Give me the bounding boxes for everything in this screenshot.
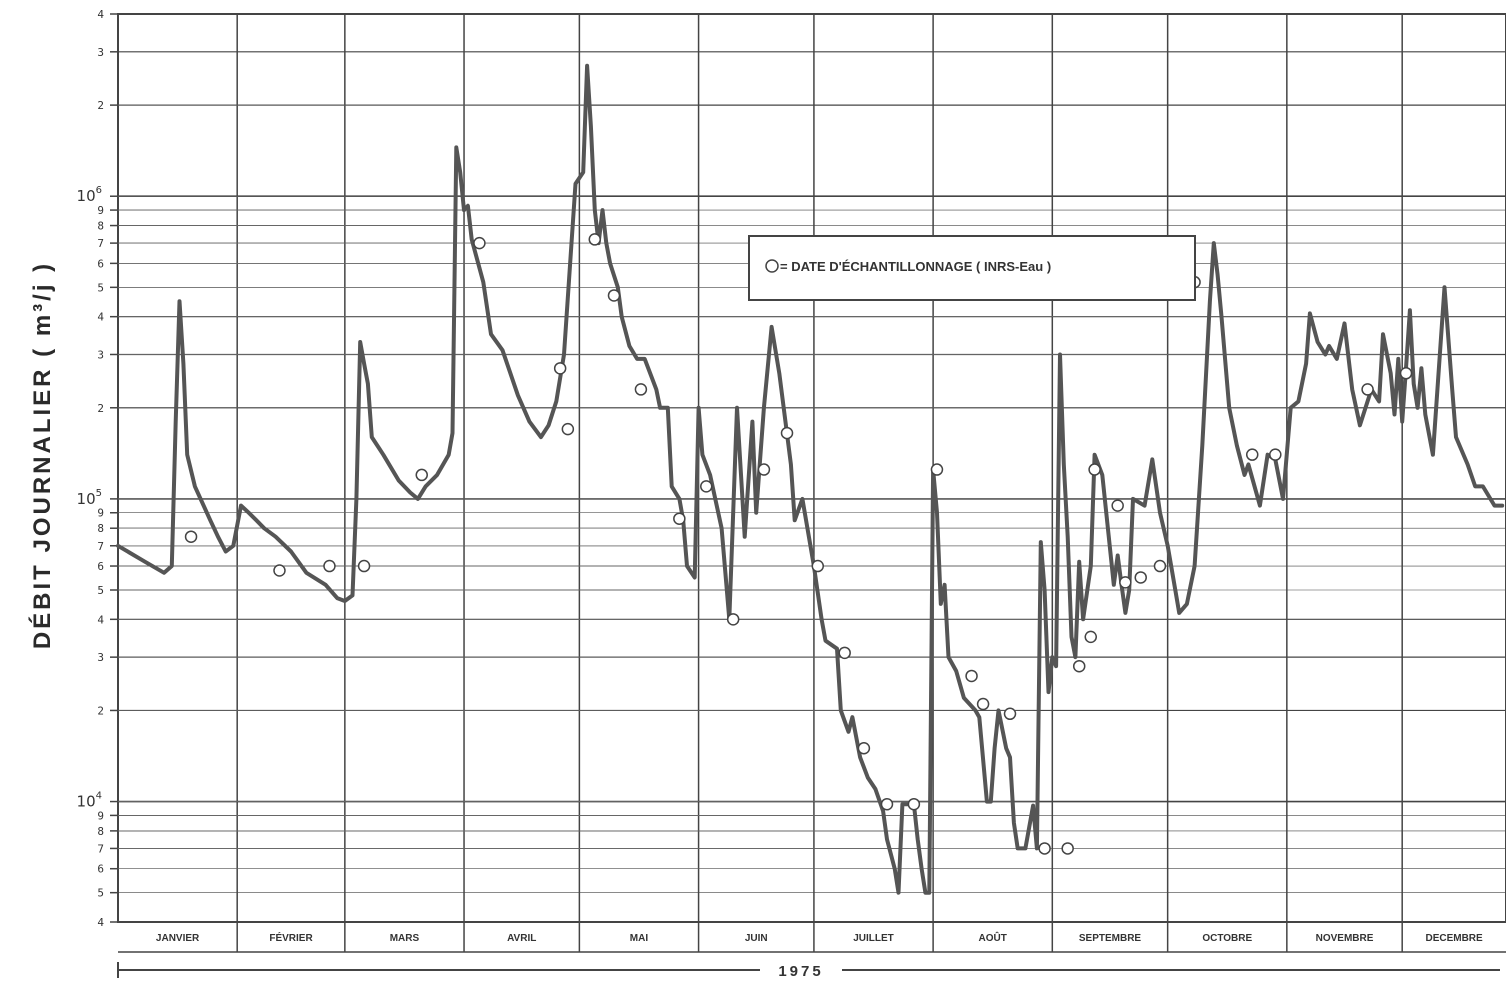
y-tick-label-decade: 104 bbox=[77, 791, 102, 811]
y-tick-label: 7 bbox=[97, 842, 104, 855]
month-label: FÉVRIER bbox=[269, 931, 313, 944]
sampling-marker bbox=[1088, 463, 1101, 476]
month-label: AOÛT bbox=[979, 931, 1007, 944]
sampling-marker bbox=[1119, 576, 1132, 589]
sampling-marker bbox=[811, 559, 825, 573]
sampling-marker bbox=[415, 468, 428, 482]
grid-lines bbox=[117, 13, 1506, 952]
sampling-marker bbox=[1084, 630, 1098, 644]
flow-fill-lines bbox=[118, 104, 1491, 869]
y-tick-label: 9 bbox=[97, 507, 104, 520]
legend: = DATE D'ÉCHANTILLONNAGE ( INRS-Eau ) bbox=[748, 235, 1196, 301]
series-line-daily-flow bbox=[116, 63, 1505, 895]
y-tick-label: 2 bbox=[97, 704, 104, 717]
sampling-marker bbox=[930, 463, 944, 476]
y-tick-label: 5 bbox=[97, 887, 104, 900]
year-label: 1975 bbox=[778, 963, 823, 980]
y-tick-label-decade: 105 bbox=[77, 488, 102, 508]
sampling-marker bbox=[673, 512, 686, 525]
sampling-marker bbox=[965, 669, 978, 683]
sampling-marker bbox=[780, 426, 794, 440]
legend-box bbox=[748, 235, 1196, 301]
sampling-marker bbox=[561, 422, 575, 436]
sampling-marker bbox=[273, 564, 286, 577]
y-tick-label: 5 bbox=[97, 281, 104, 294]
y-tick-label: 6 bbox=[97, 560, 104, 573]
sampling-marker bbox=[1269, 448, 1282, 461]
y-tick-label: 8 bbox=[97, 825, 104, 838]
sampling-marker bbox=[1245, 448, 1259, 461]
month-axis: JANVIER FÉVRIER MARS AVRIL MAI JUIN JUILLET AOÛ… bbox=[118, 931, 1506, 953]
month-label: DECEMBRE bbox=[1425, 933, 1483, 944]
sampling-marker bbox=[857, 742, 871, 755]
y-tick-label: 2 bbox=[97, 402, 104, 415]
month-label: JUIN bbox=[745, 933, 768, 944]
sampling-marker bbox=[357, 559, 371, 573]
sampling-marker bbox=[1072, 659, 1086, 673]
plot-frame bbox=[117, 13, 1506, 923]
year-label-group: 1975 bbox=[117, 962, 1500, 980]
y-tick-label: 5 bbox=[97, 584, 104, 597]
y-tick-label: 6 bbox=[97, 257, 104, 270]
sampling-marker bbox=[473, 236, 486, 250]
sampling-marker bbox=[757, 463, 771, 476]
sampling-marker bbox=[634, 383, 648, 396]
legend-text: = DATE D'ÉCHANTILLONNAGE ( INRS-Eau ) bbox=[780, 259, 1051, 274]
sampling-marker bbox=[1361, 383, 1374, 396]
y-tick-label: 7 bbox=[97, 540, 104, 553]
sampling-marker bbox=[1153, 559, 1167, 573]
sampling-marker bbox=[700, 480, 713, 493]
legend-marker-icon bbox=[765, 259, 779, 273]
sampling-marker bbox=[184, 530, 198, 543]
sampling-marker bbox=[553, 362, 567, 375]
y-tick-label: 4 bbox=[97, 311, 104, 324]
y-tick-label: 7 bbox=[97, 237, 104, 250]
sampling-marker bbox=[1399, 367, 1413, 380]
month-label: SEPTEMBRE bbox=[1079, 933, 1142, 944]
month-label: JUILLET bbox=[853, 933, 894, 944]
y-tick-label: 6 bbox=[97, 863, 104, 876]
sampling-marker bbox=[1134, 571, 1147, 584]
y-tick-label: 8 bbox=[97, 220, 104, 233]
sampling-marker bbox=[588, 233, 602, 246]
month-label: OCTOBRE bbox=[1202, 933, 1252, 944]
sampling-marker bbox=[1038, 842, 1051, 855]
sampling-marker bbox=[323, 559, 336, 573]
month-label: MARS bbox=[390, 933, 420, 944]
sampling-marker bbox=[726, 613, 740, 626]
y-tick-label: 4 bbox=[97, 916, 104, 929]
sampling-marker bbox=[838, 646, 851, 660]
y-tick-label: 3 bbox=[97, 651, 104, 664]
y-tick-label: 3 bbox=[97, 348, 104, 361]
sampling-marker bbox=[976, 697, 990, 711]
sampling-marker bbox=[607, 289, 621, 302]
sampling-marker bbox=[1061, 842, 1074, 855]
y-tick-label: 9 bbox=[97, 204, 104, 217]
y-tick-label: 3 bbox=[97, 46, 104, 59]
sampling-marker bbox=[1111, 499, 1124, 512]
sampling-marker bbox=[1003, 707, 1017, 721]
month-label: NOVEMBRE bbox=[1316, 933, 1374, 944]
month-label: AVRIL bbox=[507, 933, 536, 944]
y-axis-label: DÉBIT JOURNALIER ( m³/j ) bbox=[28, 261, 56, 649]
y-tick-label: 2 bbox=[97, 99, 104, 112]
sampling-markers bbox=[184, 233, 1413, 855]
y-tick-label: 8 bbox=[97, 522, 104, 535]
y-tick-label: 4 bbox=[97, 613, 104, 626]
y-tick-label-decade: 106 bbox=[77, 185, 102, 205]
sampling-marker bbox=[880, 797, 894, 811]
y-tick-label: 9 bbox=[97, 809, 104, 822]
month-label: MAI bbox=[630, 933, 649, 944]
y-tick-label: 4 bbox=[97, 8, 104, 21]
sampling-marker bbox=[907, 797, 921, 811]
month-label: JANVIER bbox=[156, 933, 200, 944]
